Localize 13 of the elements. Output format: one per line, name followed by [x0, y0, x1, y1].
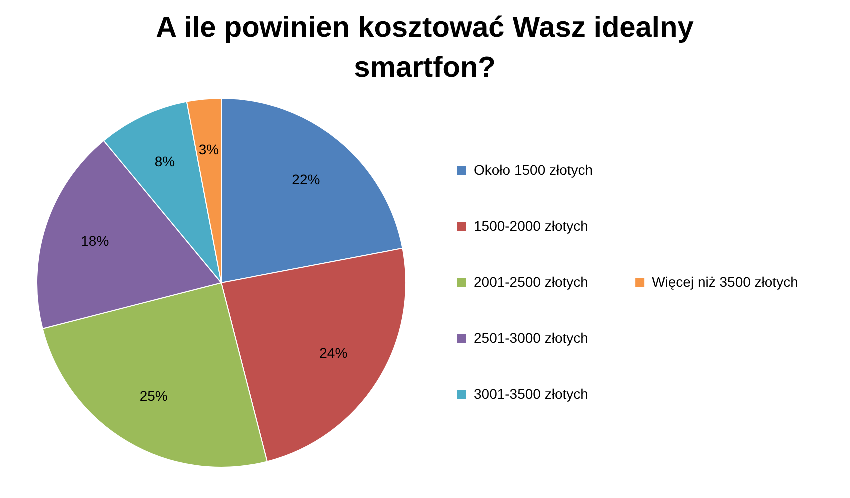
data-label: 22% [292, 172, 320, 188]
data-label: 24% [320, 345, 348, 362]
chart-title: A ile powinien kosztować Wasz idealny smartfon? [155, 11, 695, 86]
legend-label: Więcej niż 3500 złotych [652, 274, 798, 290]
legend-label: 2501-3000 złotych [474, 330, 588, 346]
data-label: 8% [154, 154, 176, 170]
data-label: 3% [198, 142, 220, 158]
legend-label: 3001-3500 złotych [474, 386, 588, 402]
legend-label: 2001-2500 złotych [474, 274, 588, 290]
legend-label: Około 1500 złotych [474, 162, 594, 178]
data-label: 18% [81, 232, 110, 249]
data-label: 25% [140, 388, 168, 404]
legend-label: 1500-2000 złotych [474, 218, 588, 234]
